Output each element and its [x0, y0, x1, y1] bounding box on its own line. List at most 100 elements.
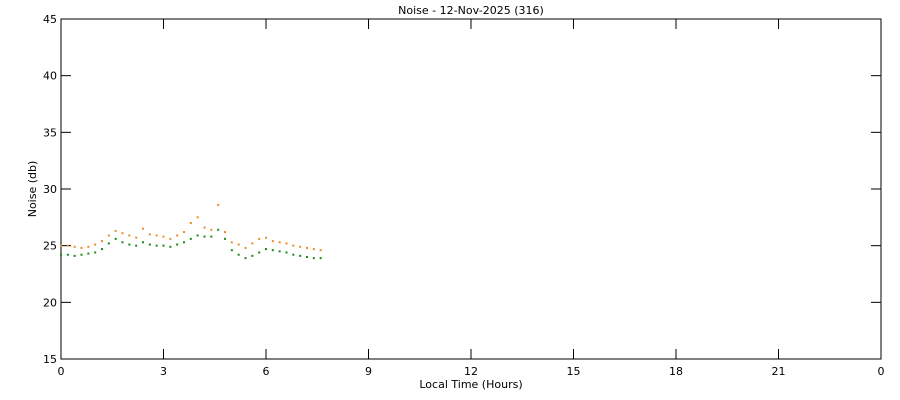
point	[162, 244, 165, 247]
point	[80, 246, 83, 249]
point	[278, 241, 281, 244]
point	[101, 248, 103, 251]
point	[265, 236, 267, 239]
point	[271, 249, 274, 252]
point	[312, 257, 315, 260]
x-tick-label: 6	[263, 365, 270, 378]
point	[265, 248, 267, 251]
plot-frame	[60, 18, 882, 360]
point	[244, 246, 247, 249]
point	[128, 234, 131, 237]
point	[217, 203, 220, 206]
point	[217, 228, 220, 231]
x-tick-label: 0	[878, 365, 885, 378]
point	[244, 257, 247, 260]
point	[73, 245, 76, 248]
point	[196, 234, 199, 237]
point	[258, 237, 261, 240]
point	[169, 237, 172, 240]
point	[319, 257, 322, 260]
point	[237, 253, 240, 256]
point	[312, 248, 315, 251]
y-tick-label: 45	[43, 13, 57, 26]
x-tick-label: 18	[669, 365, 683, 378]
point	[299, 254, 302, 257]
point	[121, 241, 124, 244]
point	[121, 232, 124, 235]
point	[73, 254, 76, 257]
point	[224, 231, 226, 234]
point	[210, 235, 213, 238]
point	[142, 241, 144, 244]
y-tick-label: 40	[43, 70, 57, 83]
point	[162, 235, 165, 238]
x-axis-label: Local Time (Hours)	[419, 378, 522, 391]
y-tick-label: 25	[43, 240, 57, 253]
point	[135, 236, 138, 239]
point	[135, 244, 138, 247]
point	[306, 246, 308, 249]
point	[169, 245, 172, 248]
y-tick-label: 30	[43, 183, 57, 196]
point	[176, 243, 179, 246]
point	[148, 233, 151, 236]
point	[271, 240, 274, 243]
point	[203, 226, 206, 229]
chart-title: Noise - 12-Nov-2025 (316)	[398, 4, 544, 17]
point	[203, 235, 206, 238]
y-tick-label: 35	[43, 126, 57, 139]
point	[183, 241, 185, 244]
point	[114, 229, 117, 232]
point	[114, 237, 117, 240]
point	[210, 228, 213, 231]
x-tick-label: 3	[160, 365, 167, 378]
point	[66, 244, 69, 247]
x-tick-label: 15	[567, 365, 581, 378]
point	[224, 237, 226, 240]
point	[128, 243, 131, 246]
y-tick-label: 20	[43, 296, 57, 309]
point	[292, 253, 295, 256]
point	[94, 243, 97, 246]
y-axis-label: Noise (db)	[26, 161, 39, 218]
point	[278, 250, 281, 253]
point	[285, 242, 288, 245]
point	[148, 243, 151, 246]
y-tick-label: 15	[43, 353, 57, 366]
point	[251, 242, 254, 245]
point	[142, 227, 144, 230]
point	[237, 243, 240, 246]
point	[80, 253, 83, 256]
point	[101, 240, 103, 243]
point	[176, 234, 179, 237]
point	[306, 256, 308, 258]
x-tick-label: 21	[772, 365, 786, 378]
x-tick-label: 12	[464, 365, 478, 378]
point	[87, 252, 90, 255]
point	[87, 245, 90, 248]
point	[107, 234, 110, 237]
point	[189, 237, 192, 240]
point	[251, 254, 254, 257]
point	[230, 249, 233, 252]
point	[292, 244, 295, 247]
point	[66, 253, 69, 256]
x-tick-label: 9	[365, 365, 372, 378]
point	[107, 242, 110, 245]
point	[196, 216, 199, 219]
point	[189, 222, 192, 224]
point	[155, 234, 158, 237]
point	[155, 244, 158, 247]
point	[319, 249, 322, 252]
point	[258, 251, 261, 254]
point	[285, 251, 288, 254]
point	[60, 244, 62, 247]
point	[60, 253, 62, 256]
point	[230, 241, 233, 244]
x-tick-label: 0	[58, 365, 65, 378]
point	[299, 245, 302, 248]
point	[183, 231, 185, 234]
point	[94, 251, 97, 254]
